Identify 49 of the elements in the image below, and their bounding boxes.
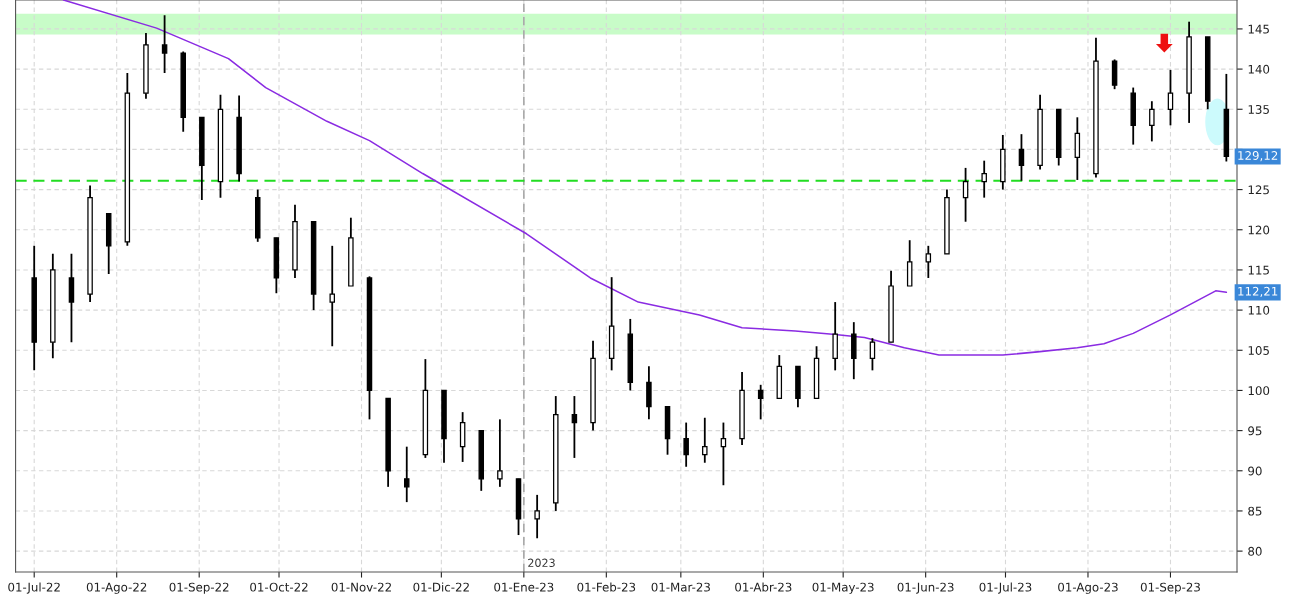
candlestick [1167,68,1174,127]
y-tick-label: 105 [1248,345,1269,355]
x-tick-label: 01-Jul-23 [979,582,1032,594]
y-tick-label: 125 [1248,185,1269,195]
candlestick [962,166,969,223]
x-tick-label: 01-Oct-22 [250,582,308,592]
candlestick [683,421,689,468]
x-tick-label: 01-Nov-22 [331,582,391,592]
y-tick-label: 110 [1248,305,1270,315]
candlestick [497,418,503,488]
candlestick [720,421,727,487]
x-tick-label: 01-Mar-23 [651,582,710,592]
candlestick [1018,133,1025,182]
y-tick-label: 85 [1248,506,1262,516]
annotation: 112,21 [1238,286,1278,297]
x-tick-label: 01-Ago-22 [86,582,147,594]
candlestick [981,159,987,199]
ref-line-label: 2023 [528,558,555,567]
x-tick-label: 01-Feb-23 [577,582,636,592]
x-tick-label: 01-Dic-22 [413,582,469,592]
y-tick-label: 80 [1248,546,1262,556]
candlestick [571,395,578,459]
candlestick [161,14,168,75]
y-tick-label: 95 [1248,426,1262,436]
y-tick-label: 145 [1248,24,1269,34]
x-tick-label: 01-Abr-23 [735,582,792,592]
y-tick-label: 120 [1248,225,1270,235]
x-tick-label: 01-Sep-22 [169,582,229,594]
x-tick-label: 01-Sep-23 [1140,582,1200,594]
annotation: 129,12 [1238,150,1278,162]
y-tick-label: 115 [1248,265,1269,275]
x-tick-label: 01-Ene-23 [494,582,554,592]
candlestick [534,493,540,540]
candlestick [329,244,335,348]
y-tick-label: 90 [1248,466,1262,476]
y-tick-label: 135 [1248,104,1269,114]
line-series [62,0,1228,356]
x-tick-label: 01-Ago-23 [1058,582,1118,594]
candlestick [925,244,932,279]
candlestick [1149,100,1155,143]
candlestick [757,383,764,421]
candlestick [702,416,708,464]
candlestick [403,445,410,504]
y-tick-label: 100 [1248,386,1270,396]
x-tick-label: 01-Jul-22 [8,582,60,594]
candlestick [869,337,876,372]
x-tick-label: 01-Jun-23 [897,582,954,594]
y-tick-label: 140 [1248,64,1270,74]
x-tick-label: 01-May-23 [812,582,874,594]
